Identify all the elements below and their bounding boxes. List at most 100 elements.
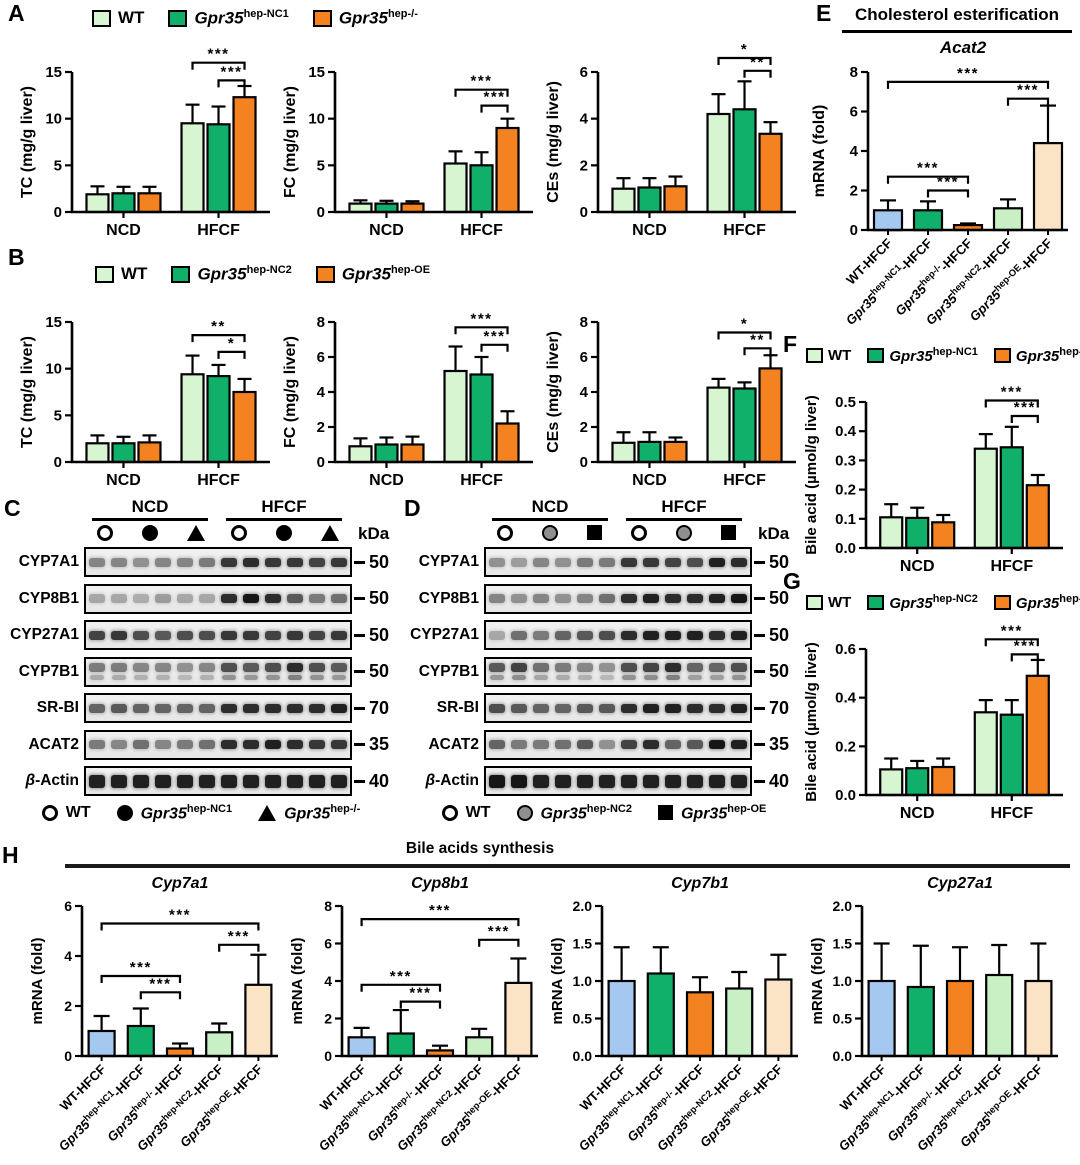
blot-row: CYP7A1 50 [402, 547, 806, 577]
blot-band [331, 557, 347, 567]
chart-a-ces: * ** NCD HFCF 0 2 4 6 CEs (mg/g liver) [542, 34, 805, 242]
blot-band [621, 740, 637, 749]
legend-label: Gpr35hep-NC2 [197, 264, 292, 284]
category-label: NCD [369, 472, 404, 489]
tick-label: 0.2 [835, 482, 856, 499]
sig-label: *** [1001, 384, 1023, 401]
blot-band [709, 703, 725, 713]
blot-band [489, 703, 505, 713]
blot-row: CYP8B1 50 [2, 583, 400, 614]
legend-swatch [867, 595, 885, 610]
blot-band [199, 774, 215, 788]
blot-band [133, 630, 149, 640]
sig-label: *** [957, 65, 979, 82]
kda-value: 50 [752, 625, 800, 646]
bar [758, 132, 783, 214]
chart-cyp7b1: WT-HFCF Gpr35hep-NC1-HFCF Gpr35hep-/--HFCF… [546, 870, 806, 1162]
legend-swatch [315, 265, 335, 283]
panel-h-label: H [2, 842, 19, 868]
blot-band [555, 630, 571, 640]
legend-label: WT [121, 264, 148, 284]
blot-box [84, 547, 352, 577]
legend-swatch [993, 348, 1011, 363]
tick-label: 15 [308, 64, 325, 81]
blot-band [111, 630, 127, 640]
blot-band [287, 703, 303, 713]
chart-svg: *** NCD HFCF 0 5 10 15 TC (mg/g liver) [19, 314, 270, 489]
bar [180, 373, 205, 464]
panel-c-label: C [4, 495, 21, 521]
tick-label: 6 [317, 349, 325, 366]
bar [443, 162, 468, 214]
blot-lane [89, 663, 105, 680]
tick-label: 4 [850, 143, 859, 160]
category-label: HFCF [197, 222, 240, 239]
category-label: NCD [632, 222, 667, 239]
sig-bracket [360, 918, 520, 927]
kda-value: 70 [752, 698, 800, 719]
bar [611, 187, 636, 214]
tick-label: 0 [324, 1048, 332, 1064]
sig-label: *** [484, 328, 506, 345]
panel-f: F WT Gpr35hep-NC1 Gpr35hep-/- ****** NCD HFC… [780, 330, 1080, 576]
sig-bracket [100, 922, 260, 931]
kda-value: 40 [352, 771, 400, 792]
tick-label: 1.5 [833, 936, 853, 952]
blot-band [309, 774, 325, 788]
panel-a-label: A [8, 0, 25, 26]
blot-band [687, 557, 703, 567]
tick-label: 6 [64, 898, 72, 914]
sig-bracket [480, 343, 509, 352]
blot-band [687, 630, 703, 640]
tick-label: 5 [317, 157, 325, 174]
blot-band [133, 740, 149, 749]
category-label: HFCF [990, 558, 1033, 575]
bar [443, 369, 468, 464]
legend-swatch [993, 595, 1011, 610]
panel-e-title: Cholesterol esterification [842, 5, 1072, 33]
tick-label: 0.5 [835, 394, 856, 411]
blot-lane [199, 663, 215, 680]
panel-e: E Cholesterol esterification Acat2 *** **… [806, 0, 1080, 336]
legend-item: Gpr35hep-/- [993, 346, 1080, 365]
blot-band [133, 594, 149, 603]
blot-band [309, 703, 325, 713]
blot-band [687, 594, 703, 603]
blot-symbols-row: kDa [2, 522, 400, 547]
blot-legend: WT Gpr35hep-NC1 Gpr35hep-/- [2, 803, 400, 823]
legend-swatch [171, 265, 191, 283]
blot-band [89, 740, 105, 749]
bar [879, 516, 904, 550]
bar [469, 373, 494, 464]
blot-band [643, 594, 659, 603]
blot-band [599, 594, 615, 603]
blot-lane [621, 663, 637, 680]
blot-band [221, 557, 237, 567]
blot-band [177, 594, 193, 603]
blot-band [177, 703, 193, 713]
blot-row: β-Actin 40 [402, 766, 806, 796]
kda-header: kDa [758, 524, 790, 543]
tick-label: 2 [64, 998, 72, 1014]
panel-a-legend: WT Gpr35hep-NC1 Gpr35hep-/- [92, 8, 418, 29]
blot-band [177, 774, 193, 788]
blot-band [177, 557, 193, 567]
blot-band [709, 557, 725, 567]
bar [764, 978, 793, 1058]
panel-d: D NCD HFCF kDa CYP7A1 50 CYP8B1 50 CYP27A1 50 CYP… [402, 497, 806, 837]
legend-swatch [867, 348, 885, 363]
bar [1025, 674, 1050, 797]
blot-band [555, 740, 571, 749]
blot-box [484, 656, 752, 687]
blot-band [665, 774, 681, 788]
blot-band [331, 594, 347, 603]
blot-band [643, 630, 659, 640]
blot-lane [177, 663, 193, 680]
sig-label: *** [221, 63, 243, 80]
circle-open-icon [97, 525, 114, 541]
chart-bile-acid-g: *** *** NCD HFCF 0.0 0.2 0.4 0.6 Bile acid (µmol… [800, 613, 1080, 839]
bar [111, 192, 136, 214]
chart-svg: ****** NCD HFCF 0 5 10 15 TC (mg/g liver) [19, 46, 270, 239]
tick-label: 2 [580, 419, 588, 436]
bar [504, 981, 533, 1058]
